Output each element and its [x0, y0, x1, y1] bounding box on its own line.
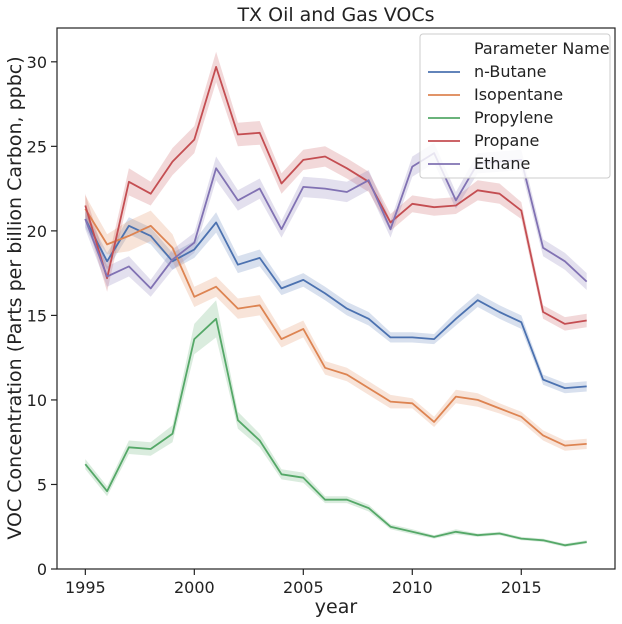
- legend-items: n-Butane Isopentane Propylene Propane Ethane: [428, 62, 563, 173]
- legend-item-label: Ethane: [474, 154, 530, 173]
- legend-item-label: Propylene: [474, 108, 553, 127]
- x-tick-label: 2000: [174, 578, 215, 597]
- y-tick-label: 10: [27, 391, 47, 410]
- y-tick-label: 5: [37, 475, 47, 494]
- plot-frame: [56, 27, 616, 570]
- legend-box: [419, 33, 611, 179]
- y-axis-ticks: 0 5 10 15 20 25 30: [27, 53, 57, 579]
- legend-item-label: n-Butane: [474, 62, 547, 81]
- legend-item-label: Isopentane: [474, 85, 563, 104]
- y-axis-title: VOC Concentration (Parts per billion Car…: [4, 56, 26, 539]
- x-axis-title: year: [315, 596, 358, 618]
- x-tick-label: 2010: [392, 578, 433, 597]
- x-axis-ticks: 1995 2000 2005 2010 2015: [65, 569, 542, 597]
- band-ethane: [85, 143, 587, 297]
- legend: Parameter Name n-Butane Isopentane Propyle…: [419, 33, 611, 179]
- series-line-isopentane: [84, 208, 587, 447]
- y-tick-label: 25: [27, 137, 47, 156]
- band-propylene: [85, 300, 587, 547]
- y-tick-label: 30: [27, 53, 47, 72]
- y-tick-label: 20: [27, 222, 47, 241]
- x-tick-label: 2005: [283, 578, 324, 597]
- x-tick-label: 2015: [501, 578, 542, 597]
- legend-title: Parameter Name: [474, 39, 610, 58]
- legend-item-label: Propane: [474, 131, 539, 150]
- y-tick-label: 15: [27, 306, 47, 325]
- y-tick-label: 0: [37, 560, 47, 579]
- series-line-propane: [84, 66, 587, 325]
- band-isopentane: [85, 195, 587, 451]
- chart-title: TX Oil and Gas VOCs: [236, 4, 434, 26]
- series-line-n-butane: [84, 218, 587, 390]
- x-tick-label: 1995: [65, 578, 106, 597]
- series-line-propylene: [84, 317, 587, 547]
- series-lines: [84, 66, 588, 547]
